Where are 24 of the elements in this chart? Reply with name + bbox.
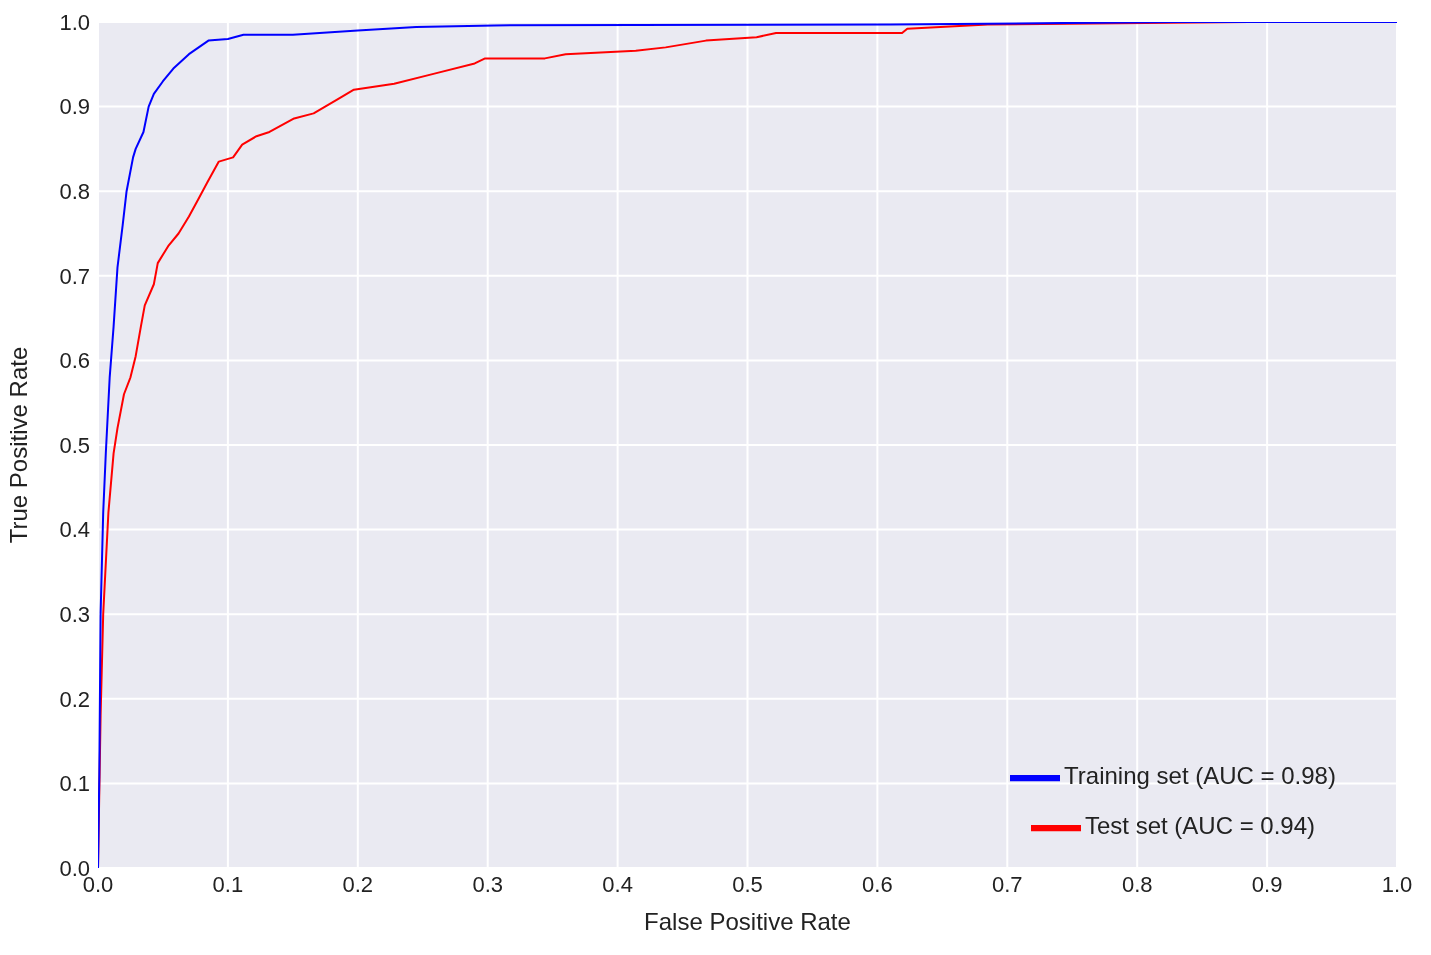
y-tick-label: 0.6 bbox=[59, 348, 90, 374]
x-tick-label: 0.1 bbox=[212, 871, 244, 897]
legend-label: Training set (AUC = 0.98) bbox=[1064, 762, 1336, 790]
y-tick-label: 0.7 bbox=[59, 263, 90, 289]
x-tick-label: 0.6 bbox=[862, 871, 893, 897]
y-tick-label: 0.5 bbox=[59, 432, 90, 458]
x-tick-label: 0.7 bbox=[992, 871, 1023, 897]
legend-label: Test set (AUC = 0.94) bbox=[1084, 812, 1316, 840]
x-tick-label: 0.5 bbox=[732, 871, 763, 897]
x-tick-label: 0.8 bbox=[1121, 871, 1153, 897]
y-tick-label: 0.3 bbox=[59, 602, 90, 628]
x-tick-label: 0.4 bbox=[602, 871, 633, 897]
x-tick-label: 0.3 bbox=[472, 871, 503, 897]
y-tick-label: 0.1 bbox=[59, 771, 90, 797]
x-axis-title: False Positive Rate bbox=[644, 908, 851, 935]
y-axis-title: True Positive Rate bbox=[4, 346, 32, 544]
y-tick-label: 0.4 bbox=[59, 517, 90, 543]
x-tick-label: 1.0 bbox=[1381, 871, 1413, 897]
y-tick-label: 0.2 bbox=[59, 686, 90, 712]
x-tick-label: 0.2 bbox=[342, 871, 374, 897]
y-tick-label: 0.9 bbox=[59, 94, 90, 120]
y-tick-label: 0.8 bbox=[59, 179, 90, 205]
y-tick-label: 1.0 bbox=[59, 9, 90, 35]
x-tick-label: 0.9 bbox=[1251, 871, 1283, 897]
